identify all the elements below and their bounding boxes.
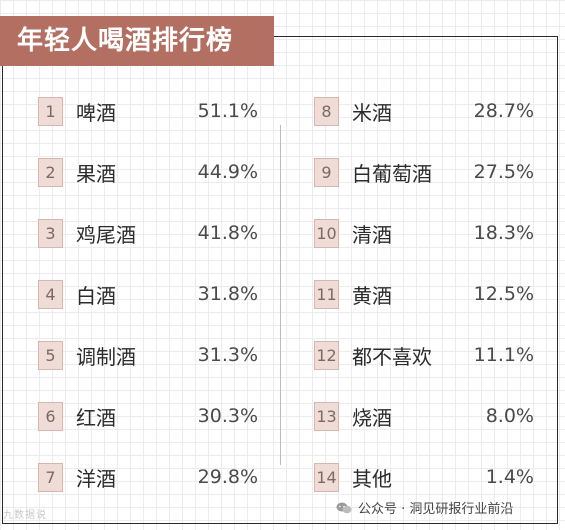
ranking-row: 12 都不喜欢 11.1% [314,339,534,371]
drink-percentage: 1.4% [485,466,534,488]
ranking-row: 1 啤酒 51.1% [38,95,258,127]
column-divider [280,125,281,465]
content-frame [2,36,558,524]
drink-name: 红酒 [76,405,116,430]
drink-percentage: 28.7% [473,100,534,122]
footer-text: 公众号 · 洞见研报行业前沿 [358,502,514,517]
drink-percentage: 12.5% [473,283,534,305]
rank-badge: 3 [38,218,63,248]
drink-name: 果酒 [76,161,116,186]
ranking-row: 13 烧酒 8.0% [314,400,534,432]
wechat-icon [336,502,352,513]
drink-name: 白葡萄酒 [352,161,432,186]
drink-percentage: 31.8% [197,283,258,305]
drink-name: 都不喜欢 [352,344,432,369]
drink-name: 米酒 [352,100,392,125]
rank-badge: 13 [314,401,339,431]
drink-name: 洋酒 [76,466,116,491]
watermark-text: 九数据说 [3,510,47,521]
drink-percentage: 11.1% [473,344,534,366]
drink-percentage: 51.1% [197,100,258,122]
footer-source: 公众号 · 洞见研报行业前沿 [336,498,513,517]
ranking-row: 14 其他 1.4% [314,461,534,493]
ranking-row: 4 白酒 31.8% [38,278,258,310]
drink-name: 烧酒 [352,405,392,430]
rank-badge: 8 [314,96,339,126]
drink-percentage: 31.3% [197,344,258,366]
rank-badge: 12 [314,340,339,370]
ranking-row: 8 米酒 28.7% [314,95,534,127]
ranking-row: 9 白葡萄酒 27.5% [314,156,534,188]
rank-badge: 10 [314,218,339,248]
ranking-row: 7 洋酒 29.8% [38,461,258,493]
rank-badge: 6 [38,401,63,431]
drink-percentage: 44.9% [197,161,258,183]
rank-badge: 4 [38,279,63,309]
ranking-row: 5 调制酒 31.3% [38,339,258,371]
drink-percentage: 29.8% [197,466,258,488]
rank-badge: 11 [314,279,339,309]
drink-name: 啤酒 [76,100,116,125]
page-title: 年轻人喝酒排行榜 [0,16,274,66]
ranking-row: 11 黄酒 12.5% [314,278,534,310]
rank-badge: 9 [314,157,339,187]
drink-name: 白酒 [76,283,116,308]
drink-percentage: 18.3% [473,222,534,244]
drink-name: 鸡尾酒 [76,222,136,247]
drink-name: 黄酒 [352,283,392,308]
drink-percentage: 27.5% [473,161,534,183]
drink-percentage: 30.3% [197,405,258,427]
rank-badge: 14 [314,462,339,492]
drink-percentage: 8.0% [485,405,534,427]
rank-badge: 7 [38,462,63,492]
rank-badge: 2 [38,157,63,187]
drink-percentage: 41.8% [197,222,258,244]
drink-name: 清酒 [352,222,392,247]
drink-name: 其他 [352,466,392,491]
ranking-row: 6 红酒 30.3% [38,400,258,432]
drink-name: 调制酒 [76,344,136,369]
ranking-row: 3 鸡尾酒 41.8% [38,217,258,249]
ranking-row: 2 果酒 44.9% [38,156,258,188]
rank-badge: 1 [38,96,63,126]
ranking-row: 10 清酒 18.3% [314,217,534,249]
rank-badge: 5 [38,340,63,370]
